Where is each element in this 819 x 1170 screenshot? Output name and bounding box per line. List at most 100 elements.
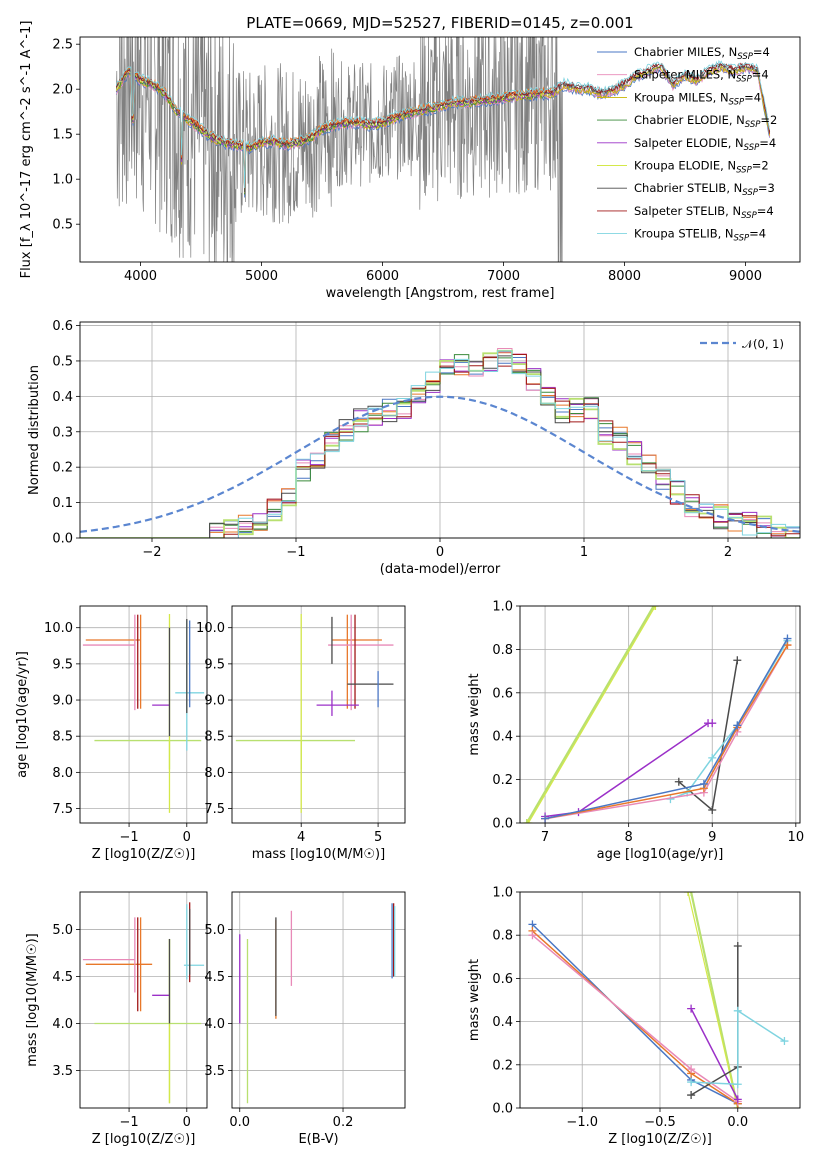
weight-line — [527, 606, 656, 823]
x-axis-label: mass [log10(M/M☉)] — [252, 847, 385, 862]
massweight-vs-age-panel: 7 8 9 10 0.0 0.2 0.4 0.6 0.8 1.0 age [log10(age/yr… — [467, 600, 804, 863]
x-tick-label: 10 — [788, 830, 805, 845]
x-tick-label: 0 — [183, 830, 191, 845]
y-tick-label: 0.0 — [492, 817, 513, 832]
x-tick-label: −1 — [286, 545, 305, 560]
x-tick-label: 6000 — [366, 269, 399, 284]
legend-label: Salpeter ELODIE, NSSP=4 — [634, 136, 776, 153]
y-tick-label: 10.0 — [44, 621, 73, 636]
y-tick-label: 5.0 — [204, 923, 225, 938]
y-tick-label: 9.0 — [204, 694, 225, 709]
y-tick-label: 4.5 — [204, 970, 225, 985]
age-vs-Z-panel: −1 0 7.5 8.0 8.5 9.0 9.5 10.0 Z [log10(Z/Z☉)] age… — [15, 605, 208, 862]
y-tick-label: 7.5 — [204, 802, 225, 817]
y-tick-label: 0.2 — [492, 773, 513, 788]
x-tick-label: −2 — [142, 545, 161, 560]
weight-marker — [687, 1004, 696, 1013]
legend-label: Kroupa STELIB, NSSP=4 — [634, 227, 766, 244]
x-tick-label: 2 — [724, 545, 732, 560]
y-tick-label: 0.4 — [492, 1015, 513, 1030]
axes-frame — [79, 605, 208, 824]
residuals-panel: −2 −1 0 1 2 0.0 0.1 0.2 0.3 0.4 0.5 0.6 (data-model)… — [27, 319, 801, 577]
axes-frame — [79, 891, 208, 1109]
y-tick-label: 1.0 — [52, 173, 73, 188]
spectrum-legend: Chabrier MILES, NSSP=4 Salpeter MILES, NS… — [597, 45, 777, 244]
y-axis-label: Flux [f_λ 10^-17 erg cm^-2 s^-1 A^-1] — [19, 21, 34, 279]
x-tick-label: 5000 — [245, 269, 278, 284]
x-tick-label: 5 — [374, 830, 382, 845]
histogram-step — [80, 355, 800, 538]
y-tick-label: 2.5 — [52, 38, 73, 53]
figure-title: PLATE=0669, MJD=52527, FIBERID=0145, z=0… — [246, 14, 633, 32]
weight-marker — [687, 892, 696, 896]
legend-label: Chabrier ELODIE, NSSP=2 — [634, 113, 777, 130]
weight-line — [691, 1009, 785, 1085]
weight-marker — [528, 931, 537, 940]
weight-marker — [651, 606, 660, 610]
weight-marker — [733, 1095, 742, 1104]
y-axis-label: Normed distribution — [27, 365, 42, 495]
y-axis-label: mass weight — [467, 959, 482, 1041]
x-tick-label: −1 — [119, 830, 138, 845]
x-axis-label: Z [log10(Z/Z☉)] — [92, 847, 196, 862]
y-tick-label: 4.5 — [52, 970, 73, 985]
age-vs-mass-panel: 4 5 7.5 8.0 8.5 9.0 9.5 10.0 mass [log10(M/M☉)] — [196, 605, 406, 862]
points — [522, 606, 792, 823]
weight-marker — [708, 719, 717, 728]
y-tick-label: 0.2 — [492, 1058, 513, 1073]
points — [82, 613, 205, 813]
model-spectrum-line — [115, 59, 771, 189]
y-tick-label: 3.5 — [52, 1064, 73, 1079]
y-tick-label: 3.5 — [204, 1064, 225, 1079]
legend-label: Chabrier STELIB, NSSP=3 — [634, 181, 775, 198]
y-tick-label: 8.0 — [52, 766, 73, 781]
legend-label: Salpeter MILES, NSSP=4 — [634, 68, 769, 85]
axes-frame — [231, 891, 406, 1109]
axes-frame — [519, 605, 801, 824]
x-tick-label: 8000 — [608, 269, 641, 284]
weight-line — [670, 640, 789, 800]
y-tick-label: 0.6 — [492, 686, 513, 701]
axes-frame — [79, 36, 801, 263]
weight-line — [531, 934, 739, 1103]
y-tick-label: 7.5 — [52, 802, 73, 817]
weight-marker — [674, 777, 683, 786]
weight-line — [531, 930, 739, 1105]
weight-line — [531, 923, 739, 1105]
legend-label: Kroupa MILES, NSSP=4 — [634, 90, 761, 107]
x-tick-label: −1 — [119, 1115, 138, 1130]
x-axis-label: wavelength [Angstrom, rest frame] — [326, 286, 555, 301]
points — [235, 613, 394, 813]
weight-marker — [541, 814, 550, 823]
x-tick-label: 7 — [541, 830, 549, 845]
weight-line — [544, 638, 789, 820]
points — [528, 892, 789, 1108]
weight-marker — [684, 892, 692, 896]
x-axis-label: age [log10(age/yr)] — [597, 847, 724, 862]
x-tick-label: 8 — [625, 830, 633, 845]
y-axis-label: age [log10(age/yr)] — [15, 651, 30, 778]
massweight-vs-Z-panel: −1.0 −0.5 0.0 0.0 0.2 0.4 0.6 0.8 1.0 Z [log10(Z/… — [467, 886, 801, 1147]
legend-label: Chabrier MILES, NSSP=4 — [634, 45, 770, 62]
gaussian-curve — [80, 395, 800, 533]
weight-line — [544, 644, 789, 820]
y-tick-label: 0.6 — [492, 972, 513, 987]
y-tick-label: 5.0 — [52, 923, 73, 938]
y-axis-label: mass weight — [467, 673, 482, 755]
weight-marker — [783, 634, 792, 643]
weight-marker — [708, 805, 717, 814]
y-tick-label: 0.0 — [492, 1102, 513, 1117]
x-tick-label: 0 — [183, 1115, 191, 1130]
x-tick-label: −0.5 — [644, 1115, 676, 1130]
y-tick-label: 9.0 — [52, 694, 73, 709]
y-tick-label: 1.0 — [492, 600, 513, 615]
y-tick-label: 0.4 — [492, 730, 513, 745]
y-tick-label: 0.0 — [52, 532, 73, 547]
model-spectrum-line — [116, 61, 771, 193]
x-tick-label: 9000 — [729, 269, 762, 284]
y-axis-label: mass [log10(M/M☉)] — [25, 933, 40, 1066]
y-tick-label: 0.1 — [52, 496, 73, 511]
y-tick-label: 0.5 — [52, 354, 73, 369]
y-tick-label: 4.0 — [204, 1017, 225, 1032]
